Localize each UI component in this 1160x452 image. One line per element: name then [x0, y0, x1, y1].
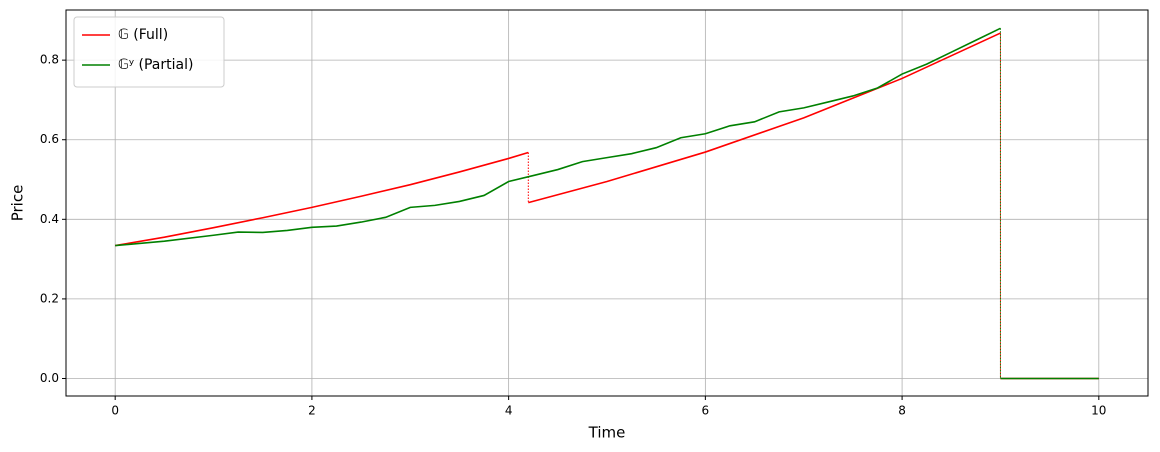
y-tick-label: 0.0	[40, 371, 59, 385]
x-axis-label: Time	[588, 424, 626, 442]
legend-label: 𝔾 (Full)	[118, 27, 168, 43]
series-line	[115, 27, 1099, 380]
y-tick-label: 0.6	[40, 132, 59, 146]
y-tick-label: 0.8	[40, 53, 59, 67]
x-tick-label: 4	[505, 404, 513, 418]
legend-label: 𝔾ʸ (Partial)	[118, 57, 193, 73]
x-tick-label: 10	[1091, 404, 1106, 418]
series-line	[115, 32, 1099, 380]
x-tick-label: 2	[308, 404, 316, 418]
y-axis-label: Price	[9, 185, 27, 222]
y-tick-label: 0.4	[40, 212, 59, 226]
y-tick-label: 0.2	[40, 291, 59, 305]
x-tick-label: 0	[111, 404, 119, 418]
legend-box	[73, 16, 225, 88]
x-tick-label: 8	[898, 404, 906, 418]
plot-frame	[65, 9, 1149, 397]
x-tick-label: 6	[702, 404, 710, 418]
